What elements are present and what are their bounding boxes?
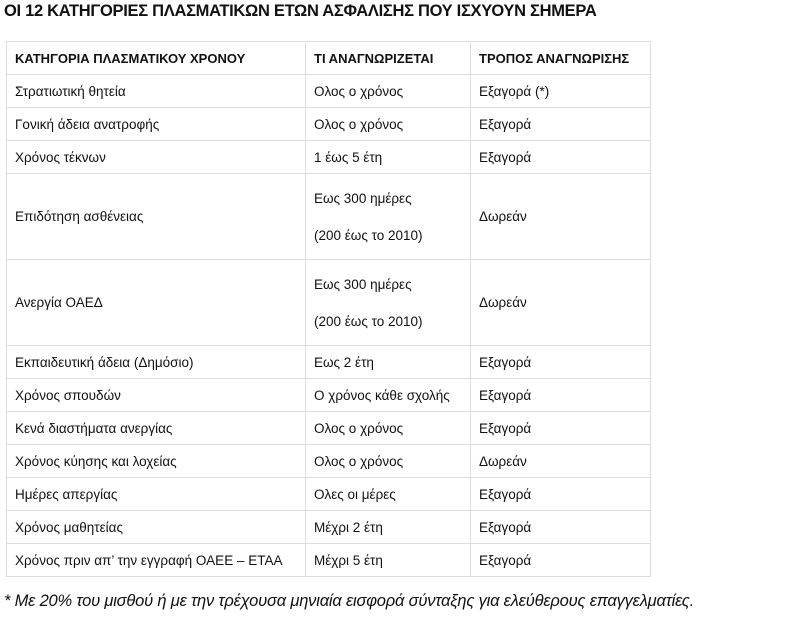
cell-recognized: Ολος ο χρόνος	[305, 411, 471, 445]
cell-method: Εξαγορά	[470, 345, 651, 379]
categories-table: ΚΑΤΗΓΟΡΙΑ ΠΛΑΣΜΑΤΙΚΟΥ ΧΡΟΝΟΥ ΤΙ ΑΝΑΓΝΩΡΙ…	[6, 41, 651, 577]
cell-recognized: Ολος ο χρόνος	[305, 107, 471, 141]
cell-category: Στρατιωτική θητεία	[6, 74, 306, 108]
table-row: Κενά διαστήματα ανεργίας Ολος ο χρόνος Εξα…	[6, 411, 651, 445]
cell-method: Δωρεάν	[470, 259, 651, 346]
table-row: Χρόνος πριν απ’ την εγγραφή ΟΑΕΕ – ΕΤΑΑ Μ…	[6, 543, 651, 577]
header-category: ΚΑΤΗΓΟΡΙΑ ΠΛΑΣΜΑΤΙΚΟΥ ΧΡΟΝΟΥ	[6, 41, 306, 75]
cell-recognized: Εως 300 ημέρες (200 έως το 2010)	[305, 173, 471, 260]
table-row: Εκπαιδευτική άδεια (Δημόσιο) Εως 2 έτη Εξα…	[6, 345, 651, 379]
cell-category: Ημέρες απεργίας	[6, 477, 306, 511]
table-row: Γονική άδεια ανατροφής Ολος ο χρόνος Εξαγο…	[6, 107, 651, 141]
footnote: * Με 20% του μισθού ή με την τρέχουσα μη…	[4, 592, 694, 610]
table-row: Χρόνος σπουδών Ο χρόνος κάθε σχολής Εξαγορ…	[6, 378, 651, 412]
header-method: ΤΡΟΠΟΣ ΑΝΑΓΝΩΡΙΣΗΣ	[470, 41, 651, 75]
table-row: Χρόνος κύησης και λοχείας Ολος ο χρόνος Δω…	[6, 444, 651, 478]
cell-recognized: Ολος ο χρόνος	[305, 444, 471, 478]
recognized-line: Ο χρόνος κάθε σχολής	[314, 387, 450, 403]
cell-method: Εξαγορά	[470, 140, 651, 174]
table-row: Χρόνος τέκνων 1 έως 5 έτη Εξαγορά	[6, 140, 651, 174]
cell-method: Εξαγορά	[470, 411, 651, 445]
header-recognized: ΤΙ ΑΝΑΓΝΩΡΙΖΕΤΑΙ	[305, 41, 471, 75]
cell-recognized: Ολος ο χρόνος	[305, 74, 471, 108]
recognized-line: Ολες οι μέρες	[314, 486, 396, 502]
cell-method: Εξαγορά	[470, 378, 651, 412]
table-row: Στρατιωτική θητεία Ολος ο χρόνος Εξαγορά (…	[6, 74, 651, 108]
cell-category: Εκπαιδευτική άδεια (Δημόσιο)	[6, 345, 306, 379]
cell-category: Κενά διαστήματα ανεργίας	[6, 411, 306, 445]
cell-method: Εξαγορά (*)	[470, 74, 651, 108]
recognized-line: Εως 2 έτη	[314, 354, 374, 370]
recognized-line: Ολος ο χρόνος	[314, 420, 404, 436]
recognized-line: Εως 300 ημέρες	[314, 276, 412, 292]
cell-recognized: Ο χρόνος κάθε σχολής	[305, 378, 471, 412]
cell-category: Γονική άδεια ανατροφής	[6, 107, 306, 141]
cell-recognized: Εως 2 έτη	[305, 345, 471, 379]
cell-recognized: Μέχρι 5 έτη	[305, 543, 471, 577]
cell-method: Εξαγορά	[470, 543, 651, 577]
table-row: Επιδότηση ασθένειας Εως 300 ημέρες (200 έω…	[6, 173, 651, 260]
recognized-line: Ολος ο χρόνος	[314, 453, 404, 469]
cell-category: Χρόνος σπουδών	[6, 378, 306, 412]
recognized-line: (200 έως το 2010)	[314, 227, 423, 243]
cell-method: Εξαγορά	[470, 477, 651, 511]
table-row: Χρόνος μαθητείας Μέχρι 2 έτη Εξαγορά	[6, 510, 651, 544]
table-row: Ανεργία ΟΑΕΔ Εως 300 ημέρες (200 έως το 20…	[6, 259, 651, 346]
cell-category: Ανεργία ΟΑΕΔ	[6, 259, 306, 346]
cell-category: Επιδότηση ασθένειας	[6, 173, 306, 260]
recognized-line: Εως 300 ημέρες	[314, 190, 412, 206]
recognized-line: 1 έως 5 έτη	[314, 149, 383, 165]
cell-method: Δωρεάν	[470, 173, 651, 260]
table-header-row: ΚΑΤΗΓΟΡΙΑ ΠΛΑΣΜΑΤΙΚΟΥ ΧΡΟΝΟΥ ΤΙ ΑΝΑΓΝΩΡΙ…	[6, 41, 651, 75]
cell-category: Χρόνος κύησης και λοχείας	[6, 444, 306, 478]
cell-category: Χρόνος πριν απ’ την εγγραφή ΟΑΕΕ – ΕΤΑΑ	[6, 543, 306, 577]
recognized-line: Ολος ο χρόνος	[314, 116, 404, 132]
cell-recognized: 1 έως 5 έτη	[305, 140, 471, 174]
recognized-line: (200 έως το 2010)	[314, 313, 423, 329]
page-title: ΟΙ 12 ΚΑΤΗΓΟΡΙΕΣ ΠΛΑΣΜΑΤΙΚΩΝ ΕΤΩΝ ΑΣΦΑΛΙ…	[4, 2, 597, 20]
cell-method: Εξαγορά	[470, 107, 651, 141]
cell-method: Εξαγορά	[470, 510, 651, 544]
recognized-line: Μέχρι 2 έτη	[314, 519, 383, 535]
recognized-line: Ολος ο χρόνος	[314, 83, 404, 99]
cell-category: Χρόνος μαθητείας	[6, 510, 306, 544]
cell-method: Δωρεάν	[470, 444, 651, 478]
cell-category: Χρόνος τέκνων	[6, 140, 306, 174]
cell-recognized: Μέχρι 2 έτη	[305, 510, 471, 544]
table-row: Ημέρες απεργίας Ολες οι μέρες Εξαγορά	[6, 477, 651, 511]
cell-recognized: Εως 300 ημέρες (200 έως το 2010)	[305, 259, 471, 346]
cell-recognized: Ολες οι μέρες	[305, 477, 471, 511]
recognized-line: Μέχρι 5 έτη	[314, 552, 383, 568]
